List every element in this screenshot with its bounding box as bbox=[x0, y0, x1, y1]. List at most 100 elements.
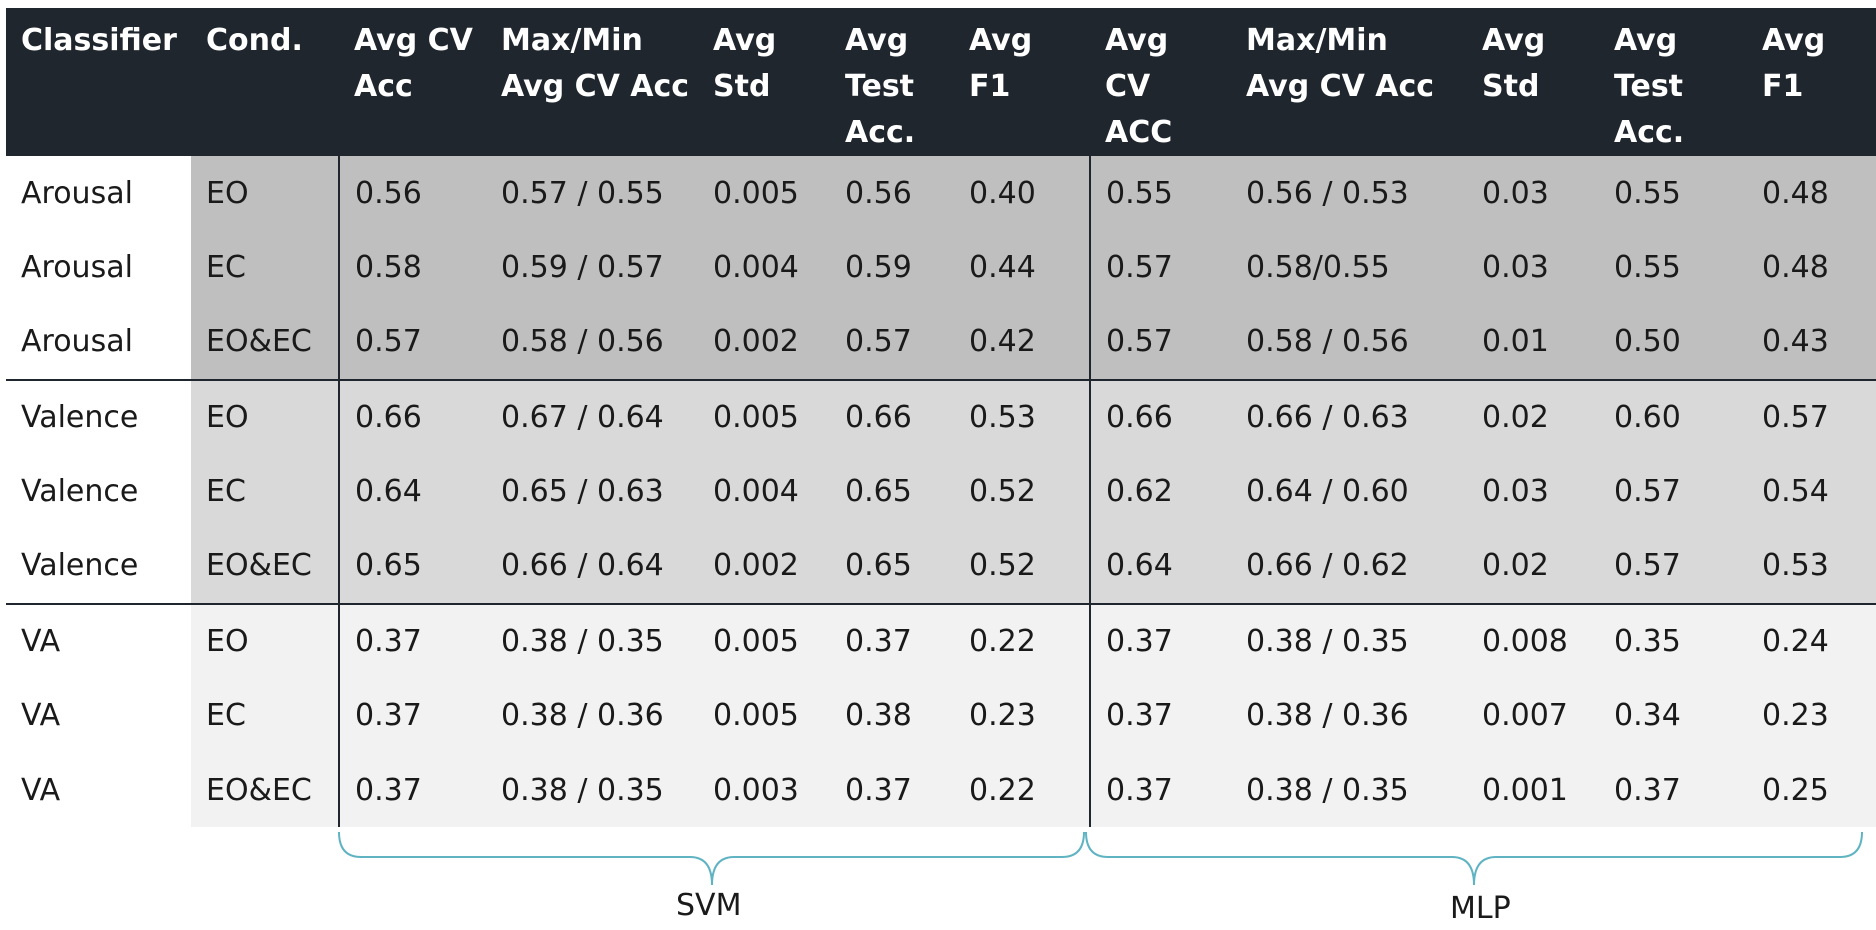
table-row: Valence EO&EC 0.65 0.66 / 0.64 0.002 0.65 0.52… bbox=[6, 528, 1876, 605]
cell-condition: EO&EC bbox=[191, 752, 339, 828]
cell-mlp-avg-cv-acc: 0.64 bbox=[1089, 528, 1231, 605]
cell-mlp-avg-std: 0.007 bbox=[1467, 678, 1599, 753]
header-mlp-avg-test-acc: Avg Test Acc. bbox=[1599, 8, 1747, 156]
cell-mlp-avg-f1: 0.24 bbox=[1747, 603, 1876, 679]
cell-mlp-avg-cv-acc: 0.62 bbox=[1089, 454, 1231, 529]
cell-svm-avg-f1: 0.52 bbox=[954, 454, 1090, 529]
cell-svm-avg-test-acc: 0.66 bbox=[830, 379, 954, 455]
results-table-container: Classifier Cond. Avg CV Acc Max/Min Avg … bbox=[6, 8, 1876, 828]
cell-svm-avg-cv-acc: 0.56 bbox=[338, 156, 486, 231]
cell-svm-avg-test-acc: 0.59 bbox=[830, 230, 954, 306]
table-row: VA EO&EC 0.37 0.38 / 0.35 0.003 0.37 0.22 0.37 0… bbox=[6, 752, 1876, 828]
cell-svm-avg-f1: 0.23 bbox=[954, 678, 1090, 753]
cell-mlp-avg-f1: 0.57 bbox=[1747, 379, 1876, 455]
cell-svm-avg-f1: 0.42 bbox=[954, 305, 1090, 381]
cell-mlp-max-min: 0.38 / 0.35 bbox=[1231, 752, 1467, 828]
cell-condition: EO bbox=[191, 603, 339, 679]
cell-condition: EO&EC bbox=[191, 528, 339, 605]
cell-svm-max-min: 0.38 / 0.35 bbox=[486, 752, 698, 828]
header-row: Classifier Cond. Avg CV Acc Max/Min Avg … bbox=[6, 8, 1876, 156]
cell-svm-max-min: 0.67 / 0.64 bbox=[486, 379, 698, 455]
header-svm-avg-test-acc: Avg Test Acc. bbox=[830, 8, 954, 156]
cell-mlp-avg-test-acc: 0.35 bbox=[1599, 603, 1747, 679]
cell-mlp-avg-std: 0.008 bbox=[1467, 603, 1599, 679]
cell-svm-avg-test-acc: 0.38 bbox=[830, 678, 954, 753]
cell-condition: EO bbox=[191, 156, 339, 231]
cell-mlp-avg-cv-acc: 0.37 bbox=[1089, 752, 1231, 828]
cell-mlp-max-min: 0.64 / 0.60 bbox=[1231, 454, 1467, 529]
cell-condition: EO bbox=[191, 379, 339, 455]
cell-svm-avg-test-acc: 0.65 bbox=[830, 454, 954, 529]
table-row: Valence EC 0.64 0.65 / 0.63 0.004 0.65 0.52 0.6… bbox=[6, 454, 1876, 529]
cell-mlp-avg-test-acc: 0.50 bbox=[1599, 305, 1747, 381]
cell-mlp-avg-cv-acc: 0.37 bbox=[1089, 678, 1231, 753]
cell-mlp-max-min: 0.66 / 0.62 bbox=[1231, 528, 1467, 605]
cell-mlp-max-min: 0.58/0.55 bbox=[1231, 230, 1467, 306]
cell-condition: EC bbox=[191, 678, 339, 753]
cell-condition: EC bbox=[191, 230, 339, 306]
cell-svm-avg-std: 0.005 bbox=[698, 603, 830, 679]
cell-mlp-avg-std: 0.02 bbox=[1467, 379, 1599, 455]
cell-svm-avg-cv-acc: 0.37 bbox=[338, 678, 486, 753]
cell-svm-avg-cv-acc: 0.37 bbox=[338, 752, 486, 828]
cell-svm-avg-test-acc: 0.37 bbox=[830, 603, 954, 679]
cell-condition: EO&EC bbox=[191, 305, 339, 381]
cell-mlp-avg-test-acc: 0.57 bbox=[1599, 528, 1747, 605]
cell-svm-avg-cv-acc: 0.66 bbox=[338, 379, 486, 455]
cell-svm-max-min: 0.65 / 0.63 bbox=[486, 454, 698, 529]
cell-mlp-avg-f1: 0.23 bbox=[1747, 678, 1876, 753]
cell-svm-avg-cv-acc: 0.57 bbox=[338, 305, 486, 381]
cell-mlp-avg-std: 0.03 bbox=[1467, 156, 1599, 231]
cell-mlp-avg-std: 0.01 bbox=[1467, 305, 1599, 381]
cell-svm-avg-std: 0.004 bbox=[698, 454, 830, 529]
cell-svm-max-min: 0.59 / 0.57 bbox=[486, 230, 698, 306]
header-mlp-avg-f1: Avg F1 bbox=[1747, 8, 1876, 156]
table-row: VA EO 0.37 0.38 / 0.35 0.005 0.37 0.22 0.37 0.38… bbox=[6, 603, 1876, 679]
mlp-group-label: MLP bbox=[1450, 891, 1511, 926]
cell-svm-avg-f1: 0.53 bbox=[954, 379, 1090, 455]
cell-svm-avg-test-acc: 0.57 bbox=[830, 305, 954, 381]
cell-mlp-avg-test-acc: 0.55 bbox=[1599, 156, 1747, 231]
cell-mlp-avg-f1: 0.53 bbox=[1747, 528, 1876, 605]
cell-mlp-avg-cv-acc: 0.55 bbox=[1089, 156, 1231, 231]
cell-mlp-max-min: 0.56 / 0.53 bbox=[1231, 156, 1467, 231]
cell-mlp-max-min: 0.38 / 0.36 bbox=[1231, 678, 1467, 753]
cell-svm-avg-test-acc: 0.56 bbox=[830, 156, 954, 231]
cell-mlp-avg-test-acc: 0.60 bbox=[1599, 379, 1747, 455]
cell-svm-max-min: 0.38 / 0.35 bbox=[486, 603, 698, 679]
cell-classifier: VA bbox=[6, 603, 191, 679]
cell-svm-avg-f1: 0.22 bbox=[954, 603, 1090, 679]
cell-classifier: Arousal bbox=[6, 230, 191, 306]
cell-svm-max-min: 0.57 / 0.55 bbox=[486, 156, 698, 231]
header-svm-avg-f1: Avg F1 bbox=[954, 8, 1090, 156]
mlp-brace bbox=[1085, 831, 1863, 886]
table-row: VA EC 0.37 0.38 / 0.36 0.005 0.38 0.23 0.37 0.38… bbox=[6, 678, 1876, 753]
cell-mlp-max-min: 0.66 / 0.63 bbox=[1231, 379, 1467, 455]
cell-mlp-max-min: 0.38 / 0.35 bbox=[1231, 603, 1467, 679]
header-svm-avg-std: Avg Std bbox=[698, 8, 830, 156]
cell-svm-avg-f1: 0.52 bbox=[954, 528, 1090, 605]
header-mlp-max-min: Max/Min Avg CV Acc bbox=[1231, 8, 1467, 156]
cell-classifier: VA bbox=[6, 678, 191, 753]
cell-svm-avg-test-acc: 0.37 bbox=[830, 752, 954, 828]
cell-svm-avg-f1: 0.44 bbox=[954, 230, 1090, 306]
cell-mlp-avg-f1: 0.48 bbox=[1747, 156, 1876, 231]
cell-svm-avg-std: 0.002 bbox=[698, 528, 830, 605]
table-row: Arousal EO 0.56 0.57 / 0.55 0.005 0.56 0.40 0.5… bbox=[6, 156, 1876, 231]
cell-mlp-avg-test-acc: 0.34 bbox=[1599, 678, 1747, 753]
cell-svm-max-min: 0.38 / 0.36 bbox=[486, 678, 698, 753]
cell-mlp-avg-f1: 0.43 bbox=[1747, 305, 1876, 381]
cell-svm-avg-std: 0.002 bbox=[698, 305, 830, 381]
header-mlp-avg-std: Avg Std bbox=[1467, 8, 1599, 156]
header-svm-avg-cv-acc: Avg CV Acc bbox=[339, 8, 486, 156]
cell-mlp-avg-test-acc: 0.55 bbox=[1599, 230, 1747, 306]
header-classifier: Classifier bbox=[6, 8, 191, 156]
cell-svm-avg-cv-acc: 0.58 bbox=[338, 230, 486, 306]
cell-mlp-avg-std: 0.03 bbox=[1467, 454, 1599, 529]
svm-brace bbox=[338, 831, 1085, 886]
cell-svm-avg-cv-acc: 0.37 bbox=[338, 603, 486, 679]
table-row: Arousal EC 0.58 0.59 / 0.57 0.004 0.59 0.44 0.5… bbox=[6, 230, 1876, 306]
header-mlp-avg-cv-acc: Avg CV ACC bbox=[1090, 8, 1231, 156]
cell-classifier: VA bbox=[6, 752, 191, 828]
cell-svm-avg-f1: 0.40 bbox=[954, 156, 1090, 231]
